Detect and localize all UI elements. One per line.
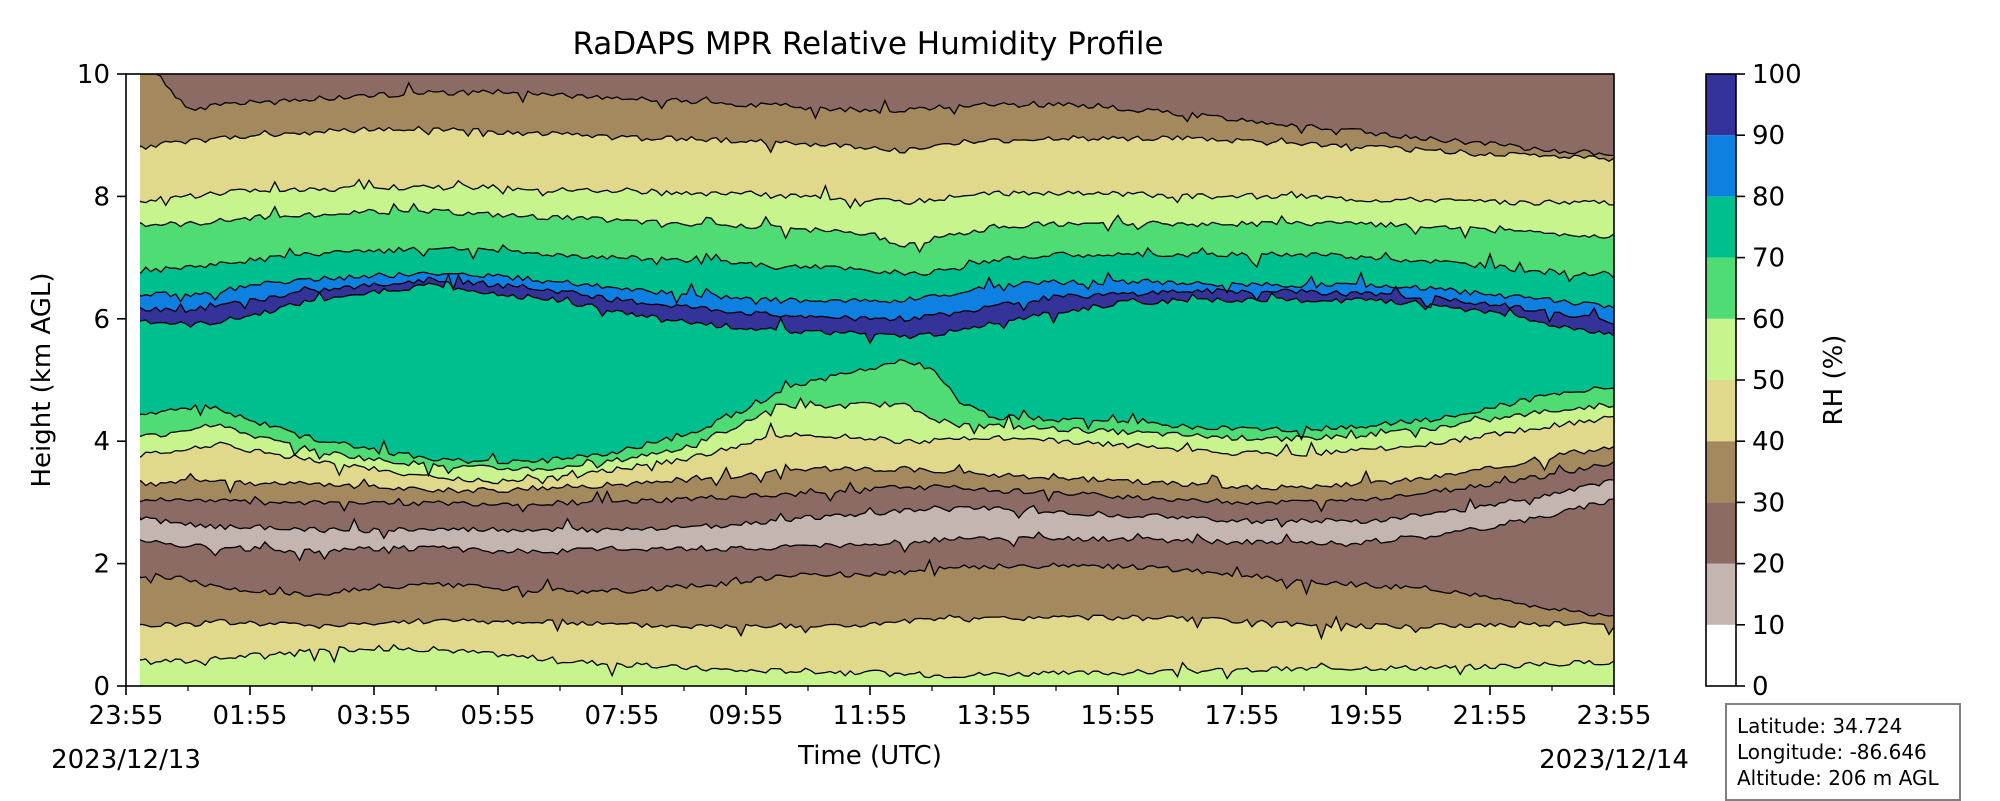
colorbar-tick-label: 10 (1752, 611, 1785, 641)
contour-line (140, 202, 1614, 254)
x-tick-label: 13:55 (957, 701, 1032, 731)
contour-line (140, 498, 1614, 562)
altitude-label: Altitude: 206 m AGL (1737, 766, 1939, 790)
contour-line (140, 415, 1614, 485)
colorbar-segment-70-80 (1706, 196, 1736, 258)
colorbar-segment-50-60 (1706, 318, 1736, 380)
x-tick-label: 23:55 (1577, 701, 1652, 731)
y-tick-label: 0 (93, 672, 110, 702)
rh-band-50-60 (140, 398, 1614, 484)
contour-line (140, 396, 1614, 478)
x-tick-label: 05:55 (461, 701, 536, 731)
colorbar-tick-label: 20 (1752, 550, 1785, 580)
rh-band-20-30 (140, 461, 1614, 539)
colorbar-tick-label: 30 (1752, 488, 1785, 518)
contour-line (140, 461, 1614, 513)
colorbar-segment-0-10 (1706, 624, 1736, 686)
rh-band-70-80 (140, 245, 1614, 309)
rh-band-20-30 (140, 74, 1614, 156)
y-tick-label: 10 (77, 60, 110, 90)
y-axis: 0 2 4 6 8 10 (77, 60, 126, 702)
y-tick-label: 4 (93, 427, 110, 457)
colorbar-tick-label: 90 (1752, 121, 1785, 151)
rh-band-70-80 (140, 274, 1614, 464)
x-tick-label: 03:55 (337, 701, 412, 731)
x-tick-label: 19:55 (1329, 701, 1404, 731)
end-date-label: 2023/12/14 (1539, 745, 1689, 775)
rh-band-40-50 (140, 416, 1614, 493)
y-tick-label: 6 (93, 305, 110, 335)
y-axis-title: Height (km AGL) (27, 272, 57, 487)
contour-line (140, 358, 1614, 465)
latitude-label: Latitude: 34.724 (1737, 714, 1903, 738)
colorbar-tick-label: 0 (1752, 672, 1769, 702)
colorbar-tick-label: 100 (1752, 60, 1802, 90)
colorbar-segment-40-50 (1706, 380, 1736, 442)
x-tick-label: 07:55 (585, 701, 660, 731)
contour-line (140, 271, 1614, 309)
x-tick-label: 09:55 (709, 701, 784, 731)
contour-line (140, 272, 1614, 345)
x-axis-title: Time (UTC) (797, 741, 942, 771)
rh-band-80-90 (140, 272, 1614, 325)
station-info-box: Latitude: 34.724 Longitude: -86.646 Alti… (1725, 703, 1961, 801)
colorbar-segment-90-100 (1706, 74, 1736, 136)
contour-line (140, 445, 1614, 495)
contour-line (140, 74, 1614, 157)
rh-band-30-40 (140, 560, 1614, 639)
colorbar-title: RH (%) (1819, 335, 1849, 426)
contour-line (140, 125, 1614, 163)
x-tick-label: 01:55 (213, 701, 288, 731)
rh-band-60-70 (140, 359, 1614, 476)
rh-band-20-30 (140, 499, 1614, 616)
colorbar-segment-10-20 (1706, 563, 1736, 625)
contour-bands (126, 74, 1614, 686)
contour-line (140, 244, 1614, 283)
colorbar-tick-label: 80 (1752, 182, 1785, 212)
start-date-label: 2023/12/13 (51, 745, 201, 775)
chart-title: RaDAPS MPR Relative Humidity Profile (572, 26, 1163, 62)
plot-area (125, 73, 1615, 687)
rh-band-40-50 (140, 126, 1614, 208)
colorbar-segment-20-30 (1706, 502, 1736, 564)
x-tick-label: 15:55 (1081, 701, 1156, 731)
y-tick-label: 2 (93, 550, 110, 580)
colorbar-segment-30-40 (1706, 441, 1736, 503)
colorbar-segment-60-70 (1706, 257, 1736, 319)
colorbar-tick-label: 60 (1752, 305, 1785, 335)
y-tick-label: 8 (93, 182, 110, 212)
x-tick-label: 11:55 (833, 701, 908, 731)
contour-line (140, 478, 1614, 540)
contour-line (140, 273, 1614, 325)
missing-data-gap (126, 74, 140, 686)
rh-band-40-50 (140, 615, 1614, 679)
colorbar-tick-label: 40 (1752, 427, 1785, 457)
colorbar-ticks: 0 10 20 30 40 50 60 70 80 90 100 (1736, 60, 1802, 702)
x-axis: 23:55 01:55 03:55 05:55 07:55 09:55 11:55 13:55… (89, 686, 1652, 731)
contour-line (140, 558, 1614, 617)
longitude-label: Longitude: -86.646 (1737, 740, 1927, 764)
contour-lines (140, 74, 1614, 680)
colorbar-tick-label: 50 (1752, 366, 1785, 396)
contour-line (140, 178, 1614, 210)
x-tick-label: 21:55 (1453, 701, 1528, 731)
rh-band-60-70 (140, 203, 1614, 282)
rh-band-50-60 (140, 644, 1614, 686)
x-tick-label: 17:55 (1205, 701, 1280, 731)
rh-band-50-60 (140, 179, 1614, 252)
colorbar-segment-80-90 (1706, 135, 1736, 197)
rh-band-30-40 (140, 446, 1614, 512)
colorbar-tick-label: 70 (1752, 244, 1785, 274)
x-tick-label: 23:55 (89, 701, 164, 731)
contour-line (140, 643, 1614, 680)
contour-line (140, 614, 1614, 641)
colorbar (1705, 73, 1737, 687)
